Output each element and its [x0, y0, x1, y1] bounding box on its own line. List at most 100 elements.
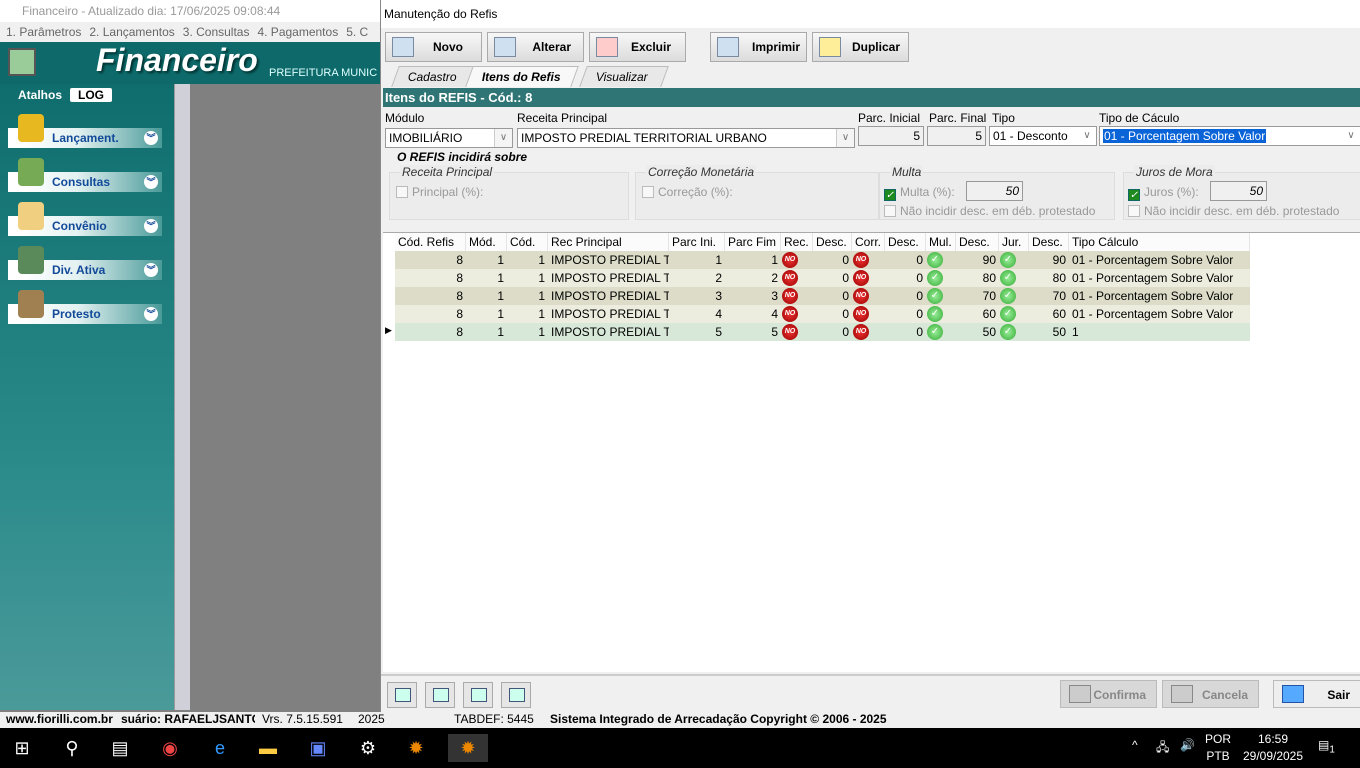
chevron-down-icon[interactable]: ︾ [144, 263, 158, 277]
parc-final-input[interactable]: 5 [927, 126, 986, 146]
chevron-down-icon[interactable]: ︾ [144, 131, 158, 145]
column-header-rec[interactable]: Rec. [781, 233, 813, 251]
network-admin-icon[interactable]: ▣ [309, 738, 327, 758]
column-header-desc-mul[interactable]: Desc. [956, 233, 999, 251]
parc-final-label: Parc. Final [929, 111, 987, 125]
multa-protest-checkbox[interactable]: Não incidir desc. em déb. protestado [884, 204, 1095, 218]
tipo-calculo-select[interactable]: 01 - Porcentagem Sobre Valor ∨ [1099, 126, 1360, 146]
menu-more[interactable]: 5. C [346, 25, 369, 39]
table-row[interactable]: 8 1 1 IMPOSTO PREDIAL T 2 2 NO 0 NO 0 ✓ 80 ✓ 80 01 - P… [395, 269, 1250, 287]
sidebar-item-lancamento[interactable]: Lançament. ︾ [8, 114, 162, 148]
items-grid[interactable]: Cód. Refis Mód. Cód. Rec Principal Parc Ini.… [383, 232, 1360, 672]
insert-record-icon[interactable] [425, 682, 455, 708]
sidebar-item-convenio[interactable]: Convênio ︾ [8, 202, 162, 236]
juros-input[interactable]: 50 [1210, 181, 1267, 201]
cell-mod: 1 [497, 307, 504, 321]
confirma-button[interactable]: Confirma [1060, 680, 1157, 708]
tab-log[interactable]: LOG [70, 88, 113, 102]
next-record-icon[interactable] [463, 682, 493, 708]
volume-icon[interactable]: 🔊 [1180, 738, 1195, 752]
column-header-corr[interactable]: Corr. [852, 233, 885, 251]
calculator-icon[interactable] [8, 48, 36, 76]
cell-parc-fim: 3 [771, 289, 778, 303]
imprimir-button[interactable]: Imprimir [710, 32, 807, 62]
chevron-down-icon[interactable]: ︾ [144, 307, 158, 321]
chrome-icon[interactable]: ◉ [162, 738, 178, 758]
tab-itens-do-refis[interactable]: Itens do Refis [465, 66, 579, 87]
task-view-icon[interactable]: ▤ [111, 738, 129, 758]
sidebar-item-consultas[interactable]: Consultas ︾ [8, 158, 162, 192]
windows-start-icon[interactable]: ⊞ [14, 738, 30, 758]
column-header-rec-principal[interactable]: Rec Principal [548, 233, 669, 251]
sidebar-item-div-ativa[interactable]: Div. Ativa ︾ [8, 246, 162, 280]
column-header-parc-fim[interactable]: Parc Fim [725, 233, 781, 251]
column-header-cod[interactable]: Cód. [507, 233, 548, 251]
no-icon: NO [853, 324, 869, 340]
search-icon[interactable]: ⚲ [65, 738, 79, 758]
novo-button[interactable]: Novo [385, 32, 482, 62]
sidebar-item-label: Convênio [52, 219, 107, 233]
cell-cod: 1 [538, 325, 545, 339]
menu-lancamentos[interactable]: 2. Lançamentos [89, 25, 175, 39]
app-title: Financeiro - Atualizado dia: 17/06/2025 … [22, 4, 281, 18]
app-banner: Financeiro PREFEITURA MUNIC [0, 42, 380, 84]
sair-button[interactable]: Sair [1273, 680, 1360, 708]
last-record-icon[interactable] [501, 682, 531, 708]
language-indicator[interactable]: POR PTB [1205, 732, 1232, 763]
duplicar-button[interactable]: Duplicar [812, 32, 909, 62]
table-row[interactable]: 8 1 1 IMPOSTO PREDIAL T 4 4 NO 0 NO 0 ✓ 60 ✓ 60 01 - P… [395, 305, 1250, 323]
juros-checkbox[interactable]: ✓ Juros (%): [1128, 185, 1199, 201]
cell-tipo-calculo: 1 [1072, 325, 1079, 339]
menu-consultas[interactable]: 3. Consultas [182, 25, 250, 39]
receita-select[interactable]: IMPOSTO PREDIAL TERRITORIAL URBANO ∨ [517, 128, 855, 148]
cell-parc-fim: 2 [771, 271, 778, 285]
juros-protest-checkbox[interactable]: Não incidir desc. em déb. protestado [1128, 204, 1339, 218]
show-hidden-icons[interactable]: ^ [1132, 738, 1138, 752]
chevron-down-icon[interactable]: ︾ [144, 175, 158, 189]
clock[interactable]: 16:59 29/09/2025 [1242, 732, 1304, 763]
tab-atalhos[interactable]: Atalhos [18, 88, 63, 102]
network-icon[interactable]: 🖧 [1156, 740, 1170, 754]
internet-explorer-icon[interactable]: e [214, 738, 225, 758]
column-header-mul[interactable]: Mul. [926, 233, 956, 251]
principal-checkbox[interactable]: Principal (%): [396, 185, 483, 199]
fiorilli-app-icon[interactable]: ✹ [408, 738, 424, 758]
column-header-desc-rec[interactable]: Desc. [813, 233, 852, 251]
notification-icon[interactable]: ▤1 [1318, 738, 1335, 756]
cancela-button[interactable]: Cancela [1162, 680, 1259, 708]
modulo-select[interactable]: IMOBILIÁRIO ∨ [385, 128, 513, 148]
file-explorer-icon[interactable]: ▬ [259, 738, 277, 758]
tab-cadastro[interactable]: Cadastro [391, 66, 475, 87]
column-header-jur[interactable]: Jur. [999, 233, 1029, 251]
cell-rec-principal: IMPOSTO PREDIAL T [551, 289, 669, 303]
first-record-icon[interactable] [387, 682, 417, 708]
cell-rec-principal: IMPOSTO PREDIAL T [551, 325, 669, 339]
column-header-parc-ini[interactable]: Parc Ini. [669, 233, 725, 251]
settings-icon[interactable]: ⚙ [359, 738, 377, 758]
column-header-mod[interactable]: Mód. [466, 233, 507, 251]
column-header-tipo-calculo[interactable]: Tipo Cálculo [1069, 233, 1250, 251]
cell-desc-jur: 50 [1052, 325, 1066, 339]
menu-pagamentos[interactable]: 4. Pagamentos [257, 25, 339, 39]
multa-input[interactable]: 50 [966, 181, 1023, 201]
menu-parametros[interactable]: 1. Parâmetros [6, 25, 82, 39]
column-header-cod-refis[interactable]: Cód. Refis [395, 233, 466, 251]
column-header-desc-jur[interactable]: Desc. [1029, 233, 1069, 251]
chevron-down-icon[interactable]: ︾ [144, 219, 158, 233]
cell-rec-principal: IMPOSTO PREDIAL T [551, 271, 669, 285]
tab-visualizar[interactable]: Visualizar [579, 66, 669, 87]
excluir-button[interactable]: Excluir [589, 32, 686, 62]
tipo-select[interactable]: 01 - Desconto ∨ [989, 126, 1097, 146]
table-row[interactable]: ▶ 8 1 1 IMPOSTO PREDIAL T 5 5 NO 0 NO 0 ✓ 50 ✓ 50 1 [385, 323, 1250, 341]
column-header-desc-corr[interactable]: Desc. [885, 233, 926, 251]
table-row[interactable]: 8 1 1 IMPOSTO PREDIAL T 3 3 NO 0 NO 0 ✓ 70 ✓ 70 01 - P… [395, 287, 1250, 305]
status-bar: www.fiorilli.com.br suário: RAFAELJSANTC… [0, 712, 1360, 728]
alterar-button[interactable]: Alterar [487, 32, 584, 62]
sidebar-item-protesto[interactable]: Protesto ︾ [8, 290, 162, 324]
multa-checkbox[interactable]: ✓ Multa (%): [884, 185, 955, 201]
table-row[interactable]: 8 1 1 IMPOSTO PREDIAL T 1 1 NO 0 NO 0 ✓ 90 ✓ 90 01 - P… [395, 251, 1250, 269]
correcao-checkbox[interactable]: Correção (%): [642, 185, 733, 199]
fiorilli-app-active-icon[interactable]: ✹ [448, 734, 488, 762]
sidebar-splitter[interactable] [174, 84, 190, 710]
parc-inicial-input[interactable]: 5 [858, 126, 924, 146]
